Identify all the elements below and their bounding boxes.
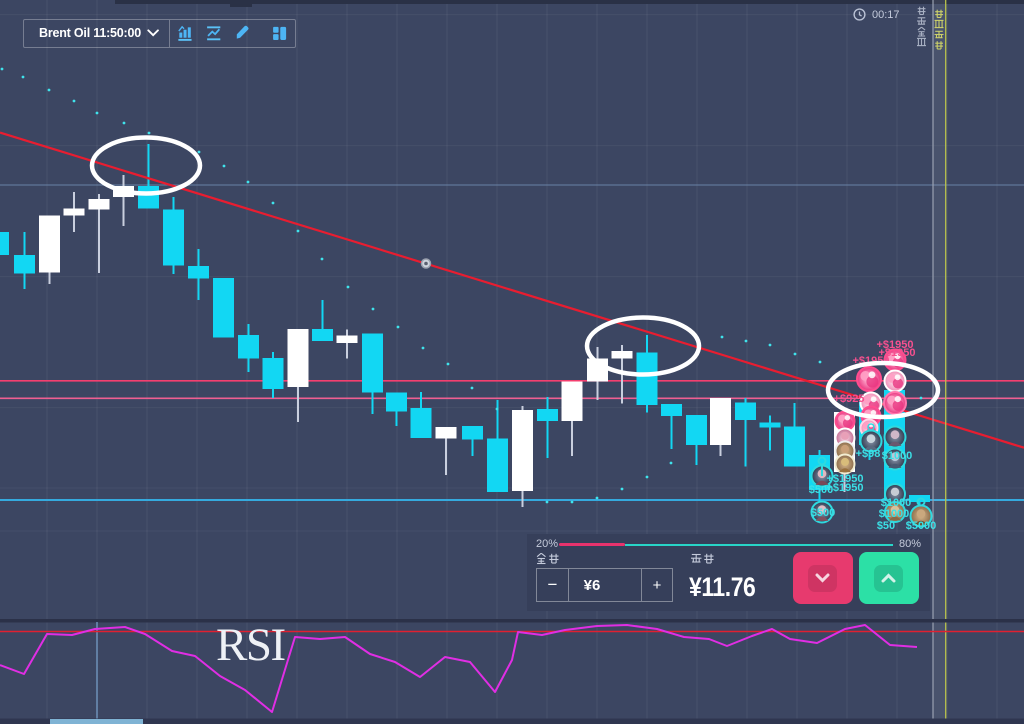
svg-text:+$1950: +$1950	[876, 339, 913, 351]
svg-text:$500: $500	[811, 507, 835, 519]
svg-text:$1000: $1000	[881, 497, 912, 509]
svg-text:$50: $50	[877, 520, 895, 532]
svg-text:$500: $500	[809, 484, 833, 496]
svg-text:+$1950: +$1950	[826, 473, 863, 485]
svg-text:+$925: +$925	[834, 393, 865, 405]
svg-text:+$1950: +$1950	[878, 347, 915, 359]
svg-text:+$98: +$98	[856, 448, 881, 460]
svg-text:+$1950: +$1950	[826, 482, 863, 494]
svg-text:$1000: $1000	[879, 508, 910, 520]
svg-text:$1000: $1000	[882, 450, 913, 462]
svg-text:$5000: $5000	[906, 520, 937, 532]
